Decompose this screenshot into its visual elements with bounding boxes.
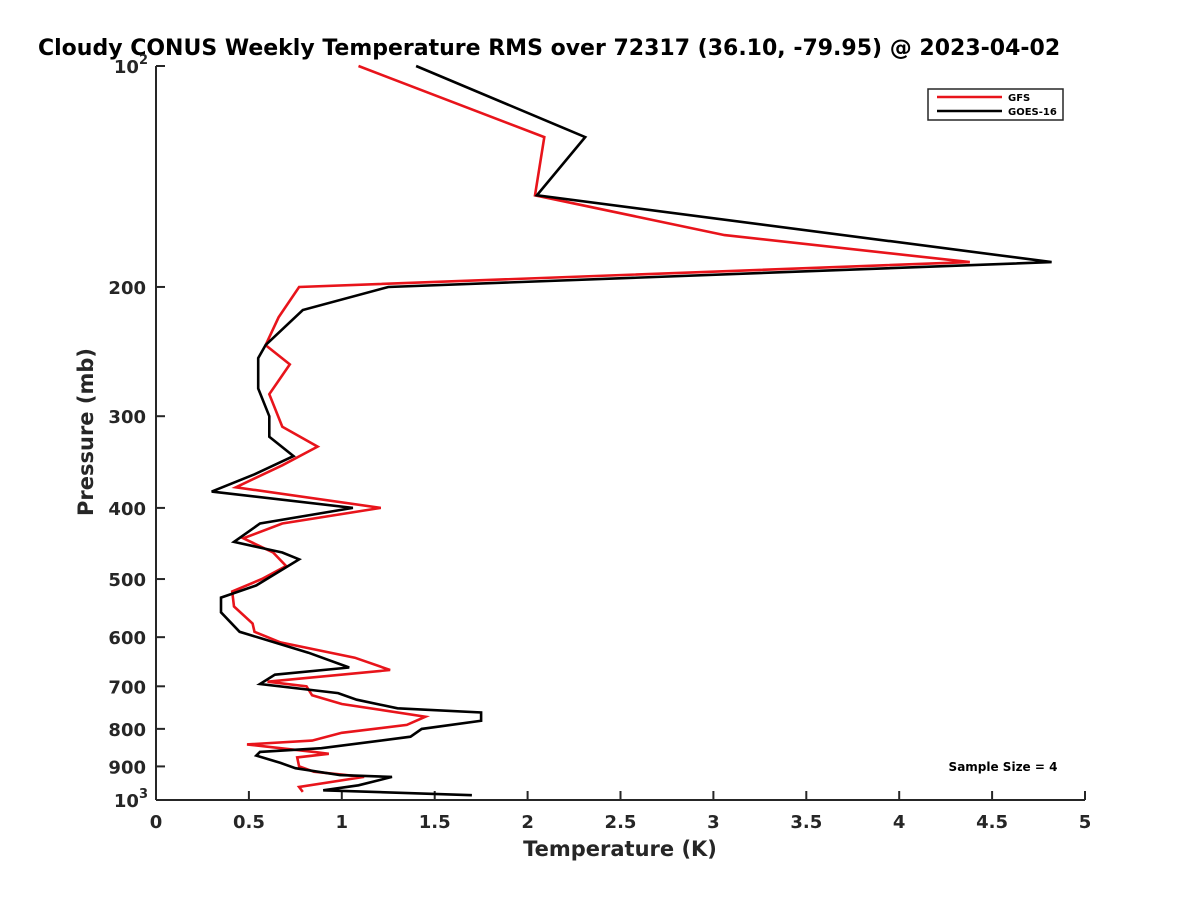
x-tick-label: 0: [150, 812, 163, 833]
y-tick-label: 103: [114, 787, 148, 812]
y-tick-label: 600: [108, 628, 146, 649]
y-tick-label: 500: [108, 570, 146, 591]
y-axis-label: Pressure (mb): [74, 348, 98, 516]
plot-area: 0 0.5 1 1.5 2 2.5 3 3.5 4 4.5 5 102 200 300 400 500 600 7…: [108, 53, 1091, 833]
chart-title: Cloudy CONUS Weekly Temperature RMS over…: [38, 36, 1060, 61]
x-tick-label: 2: [521, 812, 534, 833]
series-line-gfs: [230, 64, 970, 793]
legend-label: GOES-16: [1008, 107, 1057, 118]
sample-size-annotation: Sample Size = 4: [949, 760, 1058, 774]
x-tick-label: 1: [336, 812, 349, 833]
y-tick-label: 700: [108, 677, 146, 698]
y-tick-label: 800: [108, 720, 146, 741]
x-tick-label: 2.5: [605, 812, 637, 833]
legend-box: [927, 88, 1064, 121]
y-tick-label: 400: [108, 499, 146, 520]
x-tick-label: 1.5: [419, 812, 451, 833]
x-tick-label: 0.5: [233, 812, 265, 833]
x-tick-label: 3.5: [790, 812, 822, 833]
series-line-goes-16: [211, 64, 1052, 797]
legend-label: GFS: [1008, 93, 1030, 104]
y-tick-label: 900: [108, 757, 146, 778]
x-axis-label: Temperature (K): [523, 837, 717, 861]
y-tick-label: 102: [114, 53, 148, 78]
x-tick-label: 4: [893, 812, 906, 833]
x-tick-label: 5: [1079, 812, 1092, 833]
y-tick-label: 300: [108, 407, 146, 428]
x-tick-label: 3: [707, 812, 720, 833]
x-tick-label: 4.5: [976, 812, 1008, 833]
y-tick-label: 200: [108, 278, 146, 299]
legend: GFS GOES-16: [927, 88, 1064, 121]
